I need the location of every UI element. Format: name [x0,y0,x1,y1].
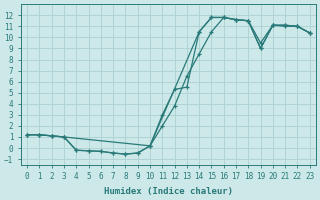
X-axis label: Humidex (Indice chaleur): Humidex (Indice chaleur) [104,187,233,196]
